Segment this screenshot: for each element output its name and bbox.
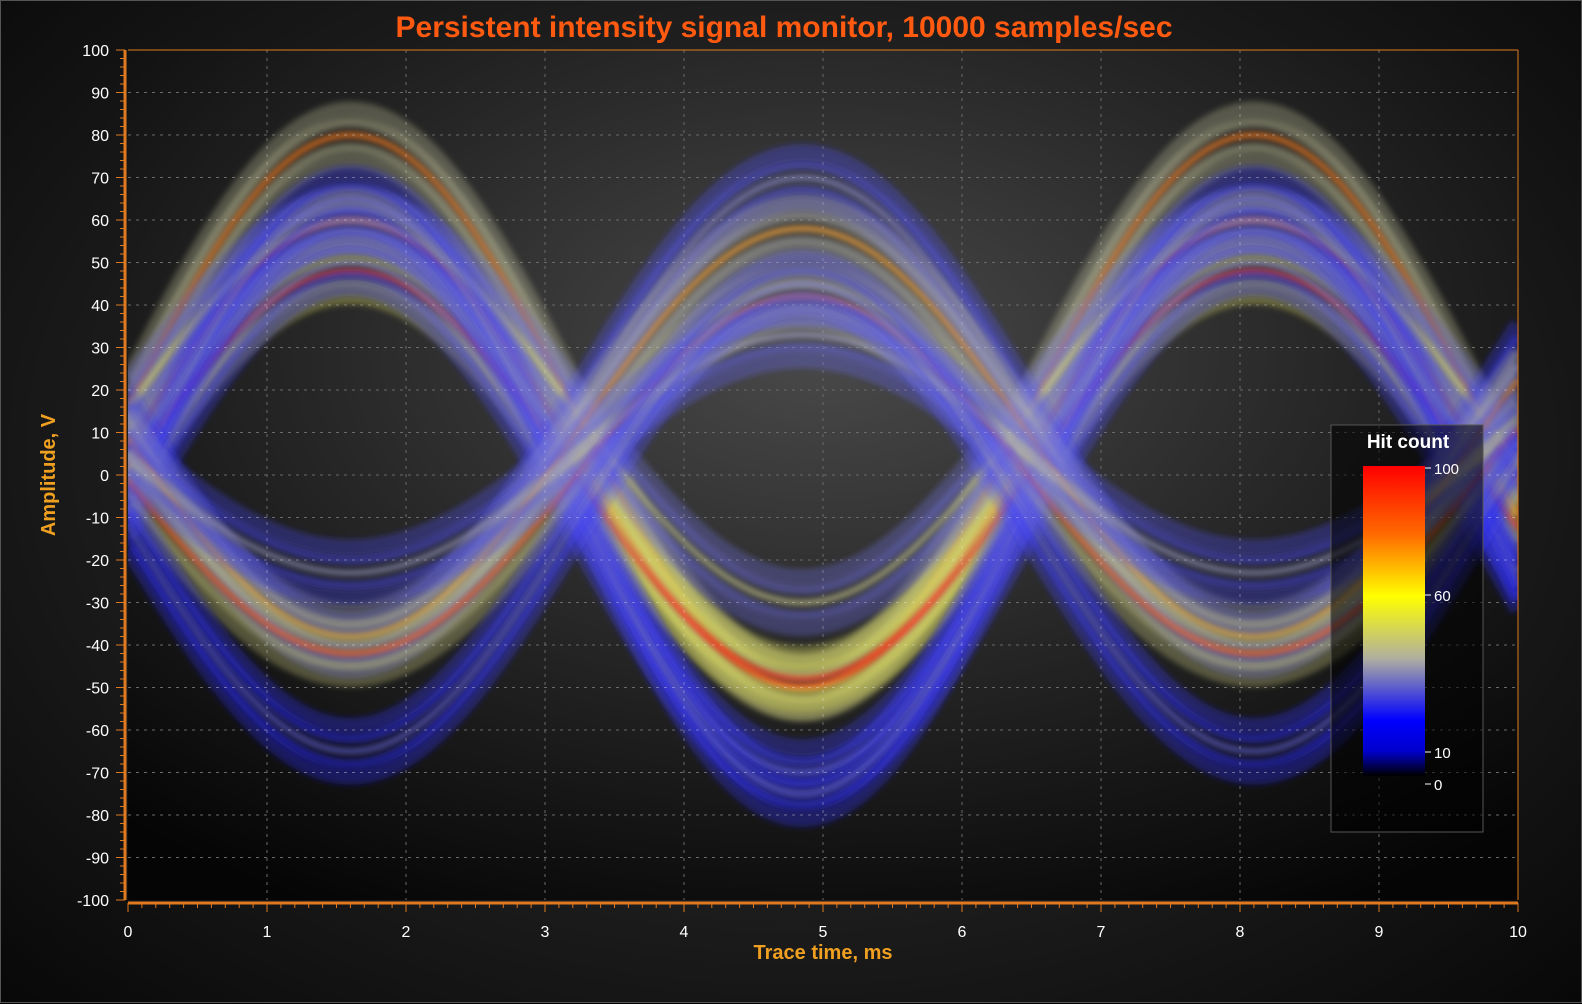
y-tick-label-0: 100 [82, 43, 109, 60]
y-tick-label-11: -10 [86, 511, 109, 528]
trace-7-stroke-4 [128, 194, 1518, 620]
trace-10-stroke-0 [128, 301, 1518, 785]
y-tick-label-12: -20 [86, 553, 109, 570]
y-tick-label-8: 20 [91, 383, 109, 400]
y-tick-label-10: 0 [100, 468, 109, 485]
x-tick-label-6: 6 [958, 924, 967, 941]
legend-tick-label-3: 0 [1434, 777, 1442, 794]
y-tick-label-4: 60 [91, 213, 109, 230]
y-tick-label-19: -90 [86, 851, 109, 868]
trace-band-5 [128, 165, 1518, 828]
x-tick-label-9: 9 [1375, 924, 1384, 941]
y-tick-label-15: -50 [86, 681, 109, 698]
legend-title: Hit count [1367, 432, 1450, 453]
x-tick-label-3: 3 [541, 924, 550, 941]
trace-9-stroke-0 [128, 352, 1518, 607]
trace-5-stroke-2 [128, 195, 1518, 797]
y-tick-label-6: 40 [91, 298, 109, 315]
y-tick-label-1: 90 [91, 86, 109, 103]
trace-4-stroke-0 [128, 279, 1518, 807]
x-tick-label-2: 2 [402, 924, 411, 941]
y-tick-label-20: -100 [77, 893, 109, 910]
x-tick-label-0: 0 [124, 924, 133, 941]
trace-7-stroke-1 [128, 236, 1518, 655]
trace-10-stroke-2 [128, 280, 1518, 755]
trace-10-stroke-1 [128, 291, 1518, 770]
legend-tick-label-1: 60 [1434, 588, 1451, 605]
trace-9-stroke-1 [128, 342, 1518, 591]
x-tick-label-1: 1 [263, 924, 272, 941]
intensity-traces [128, 101, 1518, 828]
trace-4-stroke-4 [128, 228, 1518, 756]
trace-9-stroke-2 [128, 331, 1518, 576]
y-tick-label-7: 30 [91, 341, 109, 358]
trace-2-stroke-3 [128, 253, 1518, 672]
trace-5-stroke-0 [128, 216, 1518, 828]
x-axis-title: Trace time, ms [754, 942, 893, 964]
x-tick-label-7: 7 [1097, 924, 1106, 941]
x-tick-label-5: 5 [819, 924, 828, 941]
y-axis-tick-labels: 1009080706050403020100-10-20-30-40-50-60… [77, 43, 109, 910]
x-axis-tick-labels: 0 1 2 3 4 5 6 7 8 9 10 [124, 924, 1527, 941]
y-axis-title: Amplitude, V [38, 413, 60, 536]
x-tick-label-10: 10 [1509, 924, 1527, 941]
trace-5-stroke-4 [128, 165, 1518, 777]
x-tick-label-8: 8 [1236, 924, 1245, 941]
y-tick-label-13: -30 [86, 596, 109, 613]
trace-10-stroke-3 [128, 265, 1518, 744]
y-tick-label-9: 10 [91, 426, 109, 443]
trace-band-10 [128, 250, 1518, 785]
y-tick-label-3: 70 [91, 171, 109, 188]
chart-title: Persistent intensity signal monitor, 100… [396, 11, 1173, 44]
trace-3-stroke-4 [128, 186, 1518, 586]
y-tick-label-18: -80 [86, 808, 109, 825]
y-tick-label-2: 80 [91, 128, 109, 145]
trace-5-stroke-1 [128, 206, 1518, 812]
y-tick-label-17: -70 [86, 766, 109, 783]
y-tick-label-5: 50 [91, 256, 109, 273]
axes [116, 49, 1519, 912]
legend-tick-label-0: 100 [1434, 461, 1459, 478]
legend-tick-label-2: 10 [1434, 745, 1451, 762]
legend-colorbar [1363, 466, 1425, 776]
y-tick-label-14: -40 [86, 638, 109, 655]
trace-9-stroke-3 [128, 316, 1518, 566]
x-tick-label-4: 4 [680, 924, 689, 941]
trace-10-stroke-4 [128, 250, 1518, 734]
trace-5-stroke-3 [128, 180, 1518, 787]
y-tick-label-16: -60 [86, 723, 109, 740]
